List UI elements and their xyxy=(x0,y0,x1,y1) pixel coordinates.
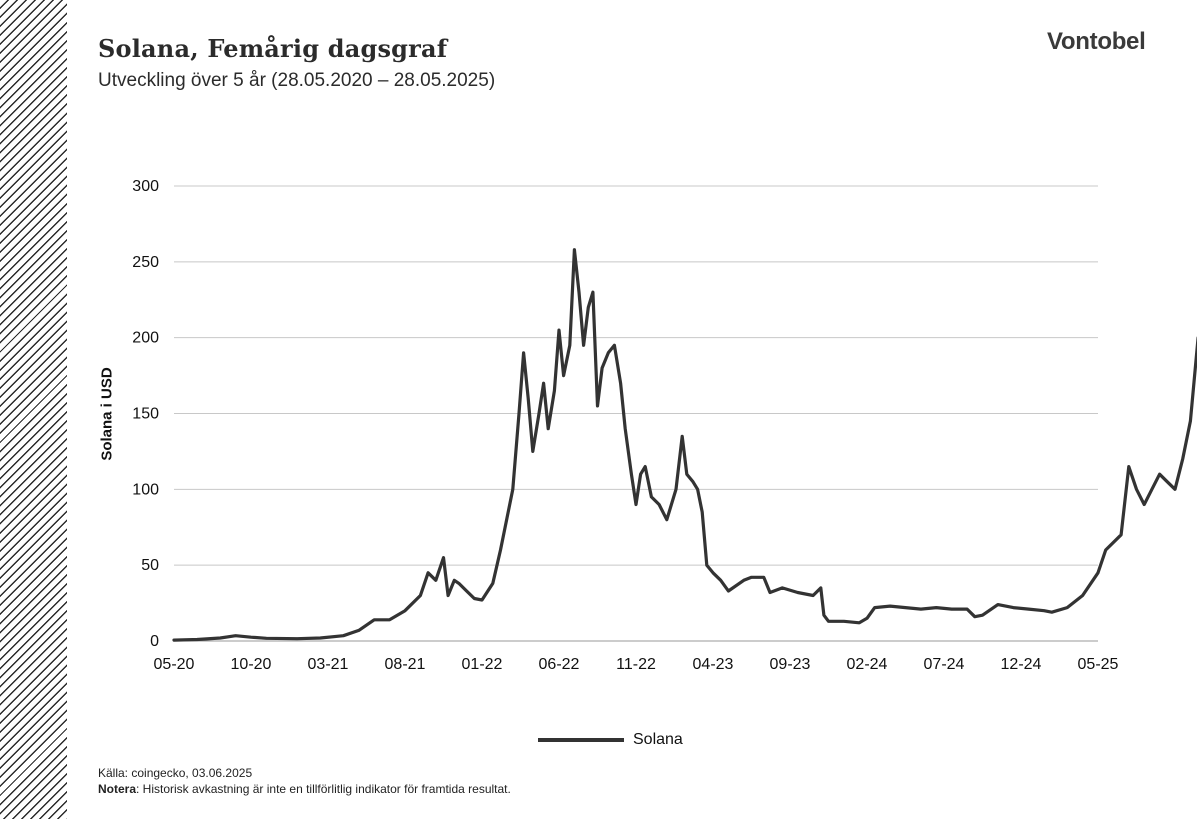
chart-subtitle: Utveckling över 5 år (28.05.2020 – 28.05… xyxy=(98,70,496,91)
y-tick-label: 0 xyxy=(150,633,159,650)
disclaimer-note: Notera: Historisk avkastning är inte en … xyxy=(98,782,511,796)
y-tick-label: 300 xyxy=(132,178,159,195)
x-tick-label: 10-20 xyxy=(231,656,272,673)
series-group xyxy=(172,248,1197,642)
y-tick-label: 250 xyxy=(132,254,159,271)
x-tick-label: 12-24 xyxy=(1001,656,1042,673)
x-tick-label: 08-21 xyxy=(385,656,426,673)
chart-title: Solana, Femårig dagsgraf xyxy=(98,34,448,63)
disclaimer-label: Notera xyxy=(98,782,137,796)
y-tick-label: 150 xyxy=(132,406,159,423)
y-tick-labels: 0 50 100 150 200 250 300 xyxy=(132,178,159,650)
source-note: Källa: coingecko, 03.06.2025 xyxy=(98,766,253,780)
vontobel-logo: Vontobel xyxy=(1047,28,1146,55)
x-tick-label: 11-22 xyxy=(616,656,656,673)
x-tick-label: 09-23 xyxy=(770,656,811,673)
y-tick-label: 200 xyxy=(132,330,159,347)
hatched-side-band xyxy=(0,0,67,819)
series-line-solana xyxy=(172,248,1197,642)
legend: Solana xyxy=(538,731,683,749)
gridlines xyxy=(174,185,1098,642)
x-tick-label: 01-22 xyxy=(462,656,503,673)
x-tick-label: 05-25 xyxy=(1078,656,1119,673)
x-tick-label: 05-20 xyxy=(154,656,195,673)
disclaimer-text: : Historisk avkastning är inte en tillfö… xyxy=(136,782,511,796)
x-tick-label: 04-23 xyxy=(693,656,734,673)
x-tick-label: 02-24 xyxy=(847,656,888,673)
x-tick-label: 07-24 xyxy=(924,656,965,673)
legend-line-swatch xyxy=(538,738,624,742)
y-tick-label: 100 xyxy=(132,481,159,498)
y-tick-label: 50 xyxy=(141,557,159,574)
x-tick-label: 03-21 xyxy=(308,656,349,673)
x-tick-label: 06-22 xyxy=(539,656,580,673)
x-tick-labels: 05-20 10-20 03-21 08-21 01-22 06-22 11-22 04-23… xyxy=(154,656,1119,673)
legend-label: Solana xyxy=(633,731,683,748)
